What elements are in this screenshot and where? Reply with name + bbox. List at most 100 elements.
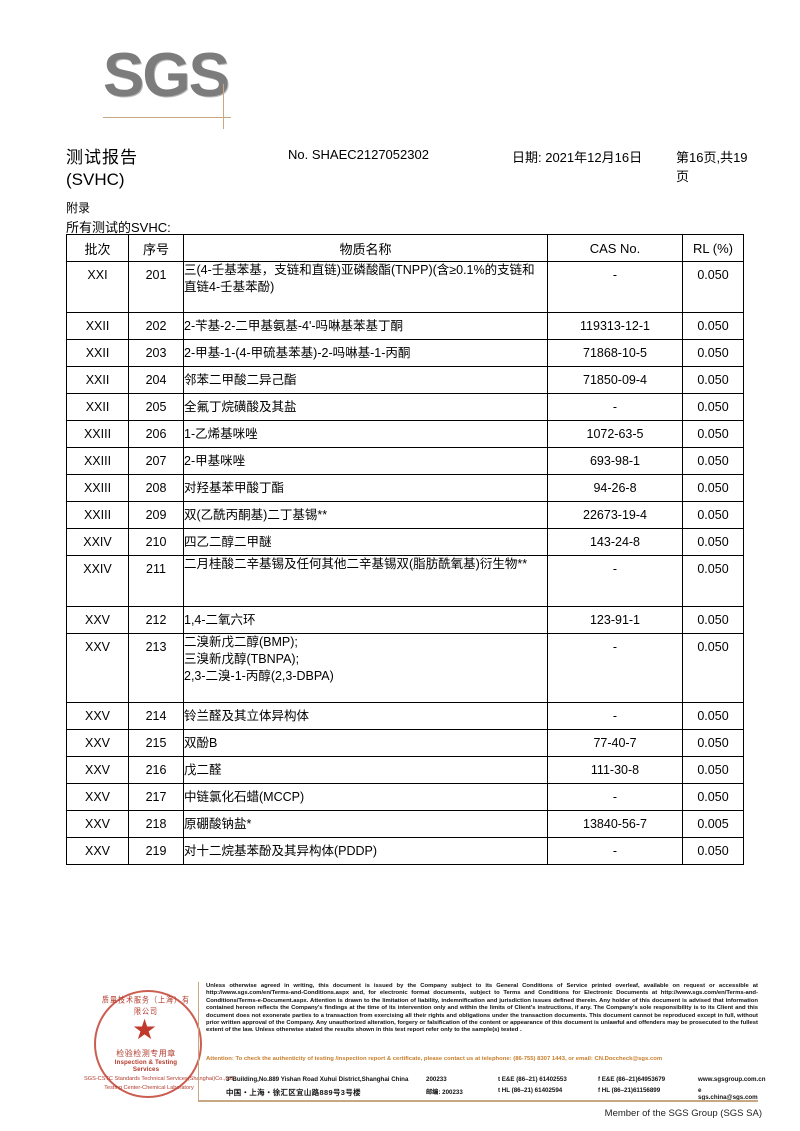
- cell-substance-name: 四乙二醇二甲醚: [183, 528, 548, 556]
- cell-cas-no: 119313-12-1: [547, 312, 683, 340]
- address-row-english: 3"Building,No.889 Yishan Road Xuhui Dist…: [198, 1076, 766, 1087]
- svhc-table-container: 批次 序号 物质名称 CAS No. RL (%) XXI 201 三(4-壬基苯基…: [66, 234, 744, 865]
- cell-batch: XXV: [66, 810, 129, 838]
- table-row: XXIII 208 对羟基苯甲酸丁酯 94-26-8 0.050: [66, 474, 744, 502]
- cell-serial: 205: [128, 393, 184, 421]
- seal-company-line1: SGS-CSTC Standards Technical Services(Sh…: [84, 1076, 235, 1082]
- cell-cas-no: -: [547, 261, 683, 313]
- cell-cas-no: 111-30-8: [547, 756, 683, 784]
- cell-rl: 0.050: [682, 501, 744, 529]
- page-subtitle: (SVHC): [66, 170, 125, 189]
- cell-substance-name: 三(4-壬基苯基，支链和直链)亚磷酸酯(TNPP)(含≥0.1%的支链和直链4-…: [183, 261, 548, 313]
- seal-circle-border: [94, 990, 202, 1098]
- email-address[interactable]: e sgs.china@sgs.com: [698, 1087, 758, 1101]
- logo-vertical-rule: [223, 84, 224, 129]
- address-row-chinese: 中国・上海・徐汇区宜山路889号3号楼 邮编: 200233 t HL (86–…: [198, 1087, 758, 1101]
- table-row: XXV 219 对十二烷基苯酚及其异构体(PDDP) -0.050: [66, 837, 744, 865]
- cell-cas-no: 693-98-1: [547, 447, 683, 475]
- table-head: 批次 序号 物质名称 CAS No. RL (%): [66, 234, 744, 262]
- cell-serial: 204: [128, 366, 184, 394]
- table-row: XXV 213 二溴新戊二醇(BMP); 三溴新戊醇(TBNPA); 2,3-二溴-1-…: [66, 633, 744, 703]
- table-row: XXII 203 2-甲基-1-(4-甲硫基苯基)-2-吗啉基-1-丙酮 71868-…: [66, 339, 744, 367]
- footer-horizontal-rule: [198, 1100, 758, 1102]
- table-row: XXIII 209 双(乙酰丙酮基)二丁基锡** 22673-19-4 0.050: [66, 501, 744, 529]
- report-date: 日期: 2021年12月16日: [512, 150, 643, 165]
- seal-chinese-text: 检验检测专用章: [116, 1049, 176, 1058]
- footer-disclaimer: Unless otherwise agreed in writing, this…: [206, 983, 758, 1034]
- cell-rl: 0.050: [682, 528, 744, 556]
- cell-cas-no: -: [547, 837, 683, 865]
- cell-serial: 206: [128, 420, 184, 448]
- cell-serial: 213: [128, 633, 184, 703]
- cell-substance-name: 中链氯化石蜡(MCCP): [183, 783, 548, 811]
- cell-batch: XXIV: [66, 528, 129, 556]
- col-header-rl: RL (%): [682, 234, 744, 262]
- cell-rl: 0.005: [682, 810, 744, 838]
- sgs-logo: SGS: [103, 44, 283, 129]
- table-row: XXI 201 三(4-壬基苯基，支链和直链)亚磷酸酯(TNPP)(含≥0.1%的支…: [66, 261, 744, 313]
- cell-substance-name: 1-乙烯基咪唑: [183, 420, 548, 448]
- cell-serial: 214: [128, 702, 184, 730]
- cell-substance-name: 二溴新戊二醇(BMP); 三溴新戊醇(TBNPA); 2,3-二溴-1-丙醇(2,3…: [183, 633, 548, 703]
- table-row: XXIII 206 1-乙烯基咪唑 1072-63-5 0.050: [66, 420, 744, 448]
- cell-batch: XXV: [66, 783, 129, 811]
- report-number: No. SHAEC2127052302: [288, 147, 429, 162]
- cell-batch: XXIII: [66, 474, 129, 502]
- col-header-cas-no: CAS No.: [547, 234, 683, 262]
- table-row: XXII 205 全氟丁烷磺酸及其盐 -0.050: [66, 393, 744, 421]
- cell-serial: 208: [128, 474, 184, 502]
- table-row: XXV 216 戊二醛 111-30-8 0.050: [66, 756, 744, 784]
- cell-serial: 218: [128, 810, 184, 838]
- document-header: 测试报告 No. SHAEC2127052302 日期: 2021年12月16日…: [66, 143, 756, 235]
- tel-hl-2: f HL (86–21)61156899: [598, 1087, 661, 1094]
- table-header-row: 批次 序号 物质名称 CAS No. RL (%): [66, 234, 744, 262]
- col-header-serial: 序号: [128, 234, 184, 262]
- cell-cas-no: 123-91-1: [547, 606, 683, 634]
- cell-rl: 0.050: [682, 447, 744, 475]
- cell-rl: 0.050: [682, 474, 744, 502]
- svhc-table: 批次 序号 物质名称 CAS No. RL (%) XXI 201 三(4-壬基苯基…: [66, 234, 744, 865]
- cell-rl: 0.050: [682, 366, 744, 394]
- cell-substance-name: 全氟丁烷磺酸及其盐: [183, 393, 548, 421]
- table-row: XXII 204 邻苯二甲酸二异己酯 71850-09-4 0.050: [66, 366, 744, 394]
- col-header-substance-name: 物质名称: [183, 234, 548, 262]
- table-row: XXIII 207 2-甲基咪唑 693-98-1 0.050: [66, 447, 744, 475]
- cell-batch: XXIV: [66, 555, 129, 607]
- cell-batch: XXII: [66, 393, 129, 421]
- footer-vertical-divider: [198, 982, 199, 1100]
- cell-cas-no: -: [547, 555, 683, 607]
- inspection-seal: 质量技术服务（上海）有限公司 检验检测专用章 Inspection & Test…: [84, 988, 235, 1098]
- cell-serial: 202: [128, 312, 184, 340]
- cell-batch: XXI: [66, 261, 129, 313]
- seal-english-text: Inspection & Testing Services: [114, 1059, 178, 1073]
- cell-rl: 0.050: [682, 756, 744, 784]
- seal-arc-text: 质量技术服务（上海）有限公司: [102, 996, 190, 1017]
- website-url[interactable]: www.sgsgroup.com.cn: [698, 1076, 766, 1083]
- col-header-batch: 批次: [66, 234, 129, 262]
- cell-batch: XXII: [66, 312, 129, 340]
- appendix-label: 附录: [66, 201, 91, 215]
- cell-rl: 0.050: [682, 783, 744, 811]
- cell-serial: 211: [128, 555, 184, 607]
- cell-rl: 0.050: [682, 702, 744, 730]
- cell-serial: 201: [128, 261, 184, 313]
- footer-attention-notice: Attention: To check the authenticity of …: [206, 1056, 663, 1062]
- cell-batch: XXV: [66, 837, 129, 865]
- table-row: XXV 215 双酚B 77-40-7 0.050: [66, 729, 744, 757]
- zip-chinese: 邮编: 200233: [426, 1089, 463, 1096]
- cell-substance-name: 对十二烷基苯酚及其异构体(PDDP): [183, 837, 548, 865]
- cell-rl: 0.050: [682, 837, 744, 865]
- cell-substance-name: 2-甲基咪唑: [183, 447, 548, 475]
- cell-rl: 0.050: [682, 261, 744, 313]
- cell-substance-name: 原硼酸钠盐*: [183, 810, 548, 838]
- footer-address-block: 3"Building,No.889 Yishan Road Xuhui Dist…: [198, 1076, 766, 1101]
- cell-rl: 0.050: [682, 633, 744, 703]
- cell-batch: XXV: [66, 702, 129, 730]
- all-tested-svhc-label: 所有测试的SVHC:: [66, 220, 171, 235]
- cell-cas-no: 22673-19-4: [547, 501, 683, 529]
- cell-serial: 212: [128, 606, 184, 634]
- cell-batch: XXV: [66, 729, 129, 757]
- cell-cas-no: 77-40-7: [547, 729, 683, 757]
- page-indicator: 第16页,共19页: [676, 150, 748, 184]
- cell-serial: 215: [128, 729, 184, 757]
